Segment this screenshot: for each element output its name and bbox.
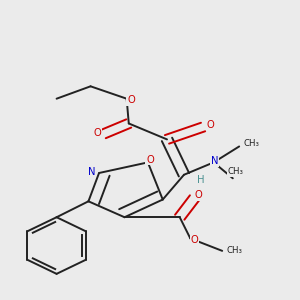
Text: O: O bbox=[94, 128, 101, 138]
Text: H: H bbox=[197, 175, 205, 185]
Text: O: O bbox=[207, 120, 214, 130]
Text: O: O bbox=[127, 95, 135, 105]
Text: N: N bbox=[88, 167, 95, 177]
Text: O: O bbox=[195, 190, 203, 200]
Text: O: O bbox=[191, 235, 199, 245]
Text: O: O bbox=[146, 154, 154, 165]
Text: CH₃: CH₃ bbox=[243, 139, 259, 148]
Text: CH₃: CH₃ bbox=[226, 246, 242, 255]
Text: CH₃: CH₃ bbox=[227, 167, 243, 176]
Text: N: N bbox=[211, 156, 218, 166]
